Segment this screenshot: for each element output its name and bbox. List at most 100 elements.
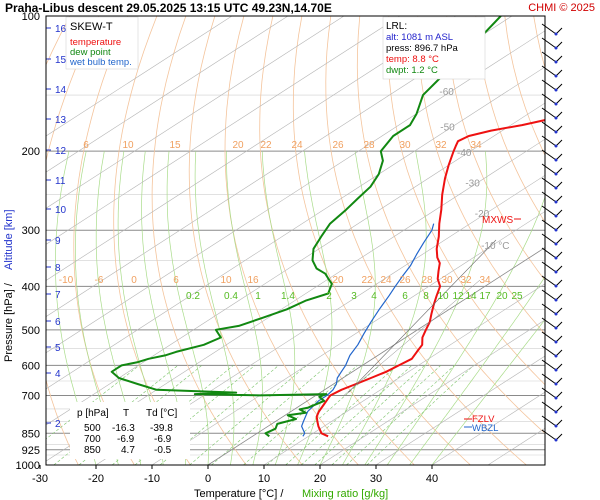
- theta-label-lower: 10: [220, 275, 232, 286]
- isotherm-line: [46, 30, 545, 354]
- wind-barb: [541, 303, 563, 316]
- table-header-td: Td [°C]: [146, 408, 177, 419]
- dry-adiabat-line: [188, 16, 303, 465]
- wind-barb-dot: [554, 116, 558, 120]
- isotherm-label: -50: [440, 123, 455, 134]
- altitude-tick-label: 5: [55, 343, 61, 354]
- wind-barb-staff: [541, 303, 557, 315]
- altitude-tick-label: 6: [55, 317, 61, 328]
- mixing-ratio-label: 25: [511, 291, 523, 302]
- wind-barb-staff: [541, 331, 557, 343]
- isotherm-line: [95, 174, 545, 465]
- altitude-tick-label: 10: [55, 205, 67, 216]
- altitude-tick-label: 16: [55, 24, 67, 35]
- pressure-tick-label: 100: [22, 11, 40, 23]
- theta-label-lower: 22: [361, 275, 373, 286]
- wind-barb-staff: [541, 205, 557, 217]
- wind-barb-dot: [554, 130, 558, 134]
- wind-barb-staff: [541, 415, 557, 427]
- theta-label-lower: 6: [173, 275, 179, 286]
- moist-adiabat-line: [166, 151, 209, 465]
- theta-label-upper: 10: [122, 140, 134, 151]
- temperature-tick-label: -20: [88, 473, 104, 485]
- wind-barb: [541, 93, 563, 106]
- wind-barb-staff: [541, 289, 557, 301]
- wind-barb: [541, 415, 563, 428]
- moist-adiabat-line: [364, 151, 488, 465]
- parcel-line: [347, 239, 497, 393]
- wind-barb-dot: [554, 88, 558, 92]
- theta-label-upper: 24: [291, 140, 303, 151]
- altitude-tick-label: 8: [55, 263, 61, 274]
- wind-barb: [541, 219, 563, 232]
- wind-barb-dot: [554, 46, 558, 50]
- dry-adiabat-line: [475, 16, 545, 223]
- wind-barb-dot: [554, 214, 558, 218]
- table-header-p: p [hPa]: [77, 408, 109, 419]
- wind-barb-staff: [541, 359, 557, 371]
- moist-adiabat-line: [261, 151, 296, 465]
- theta-label-lower: 32: [460, 275, 472, 286]
- pressure-tick-label: 700: [22, 390, 40, 402]
- wind-barb: [541, 261, 563, 274]
- lrl-alt: alt: 1081 m ASL: [386, 32, 453, 43]
- isotherm-label: -40: [457, 148, 472, 159]
- wind-barb: [541, 51, 563, 64]
- wind-barb-staff: [541, 51, 557, 63]
- wind-barb-staff: [541, 275, 557, 287]
- dry-adiabat-line: [563, 16, 600, 465]
- mixing-ratio-label: 0.2: [186, 291, 200, 302]
- pressure-tick-label: 850: [22, 428, 40, 440]
- isotherm-line: [151, 211, 545, 465]
- isotherm-label: -20: [475, 209, 490, 220]
- wind-barb: [541, 191, 563, 204]
- wind-barb-staff: [541, 37, 557, 49]
- wind-barb-staff: [541, 65, 557, 77]
- wind-barb-dot: [554, 144, 558, 148]
- wet-bulb-profile-line: [301, 223, 435, 437]
- dew-point-profile-line: [110, 16, 502, 438]
- wind-barb: [541, 135, 563, 148]
- altitude-tick-label: 15: [55, 55, 67, 66]
- dry-adiabat-line: [387, 16, 545, 386]
- moist-adiabat-line: [194, 151, 235, 465]
- theta-label-lower: -10: [59, 275, 74, 286]
- altitude-tick-label: 11: [55, 176, 66, 187]
- temperature-tick-label: 40: [426, 473, 438, 485]
- wind-barb-staff: [541, 163, 557, 175]
- wind-barb-dot: [554, 284, 558, 288]
- wind-barb-dot: [554, 298, 558, 302]
- wind-barb: [541, 107, 563, 120]
- mixing-ratio-label: 3: [351, 291, 357, 302]
- plot-frame: [45, 15, 546, 466]
- lrl-box-bg: [382, 16, 486, 80]
- wind-barb-staff: [541, 401, 557, 413]
- theta-label-upper: 22: [260, 140, 272, 151]
- chart-title: Praha-Libus descent 29.05.2025 13:15 UTC…: [5, 1, 332, 15]
- theta-label-lower: 20: [332, 275, 344, 286]
- isotherm-line: [46, 16, 233, 137]
- wind-barb: [541, 317, 563, 330]
- pressure-tick-label: 1000: [16, 460, 40, 472]
- theta-label-upper: 30: [399, 140, 411, 151]
- dry-adiabat-line: [325, 16, 527, 465]
- wind-barb: [541, 23, 563, 36]
- dry-adiabat-line: [592, 16, 600, 465]
- wind-barb-dot: [554, 102, 558, 106]
- wind-barb-dot: [554, 60, 558, 64]
- isotherm-line: [319, 319, 545, 465]
- theta-label-lower: -6: [95, 275, 104, 286]
- isotherm-line: [263, 283, 545, 465]
- pressure-tick-label: 500: [22, 325, 40, 337]
- wind-barb: [541, 345, 563, 358]
- isotherm-line: [46, 16, 457, 281]
- lrl-dwpt: dwpt: 1.2 °C: [386, 65, 438, 76]
- table-row-500-p: 500: [84, 423, 101, 434]
- wind-barb-staff: [541, 135, 557, 147]
- wind-barb-dot: [554, 382, 558, 386]
- temperature-tick-label: -30: [32, 473, 48, 485]
- isotherm-line: [375, 355, 545, 465]
- special-levels: MXWS FZLV WBZL: [464, 215, 521, 434]
- wind-barb-staff: [541, 317, 557, 329]
